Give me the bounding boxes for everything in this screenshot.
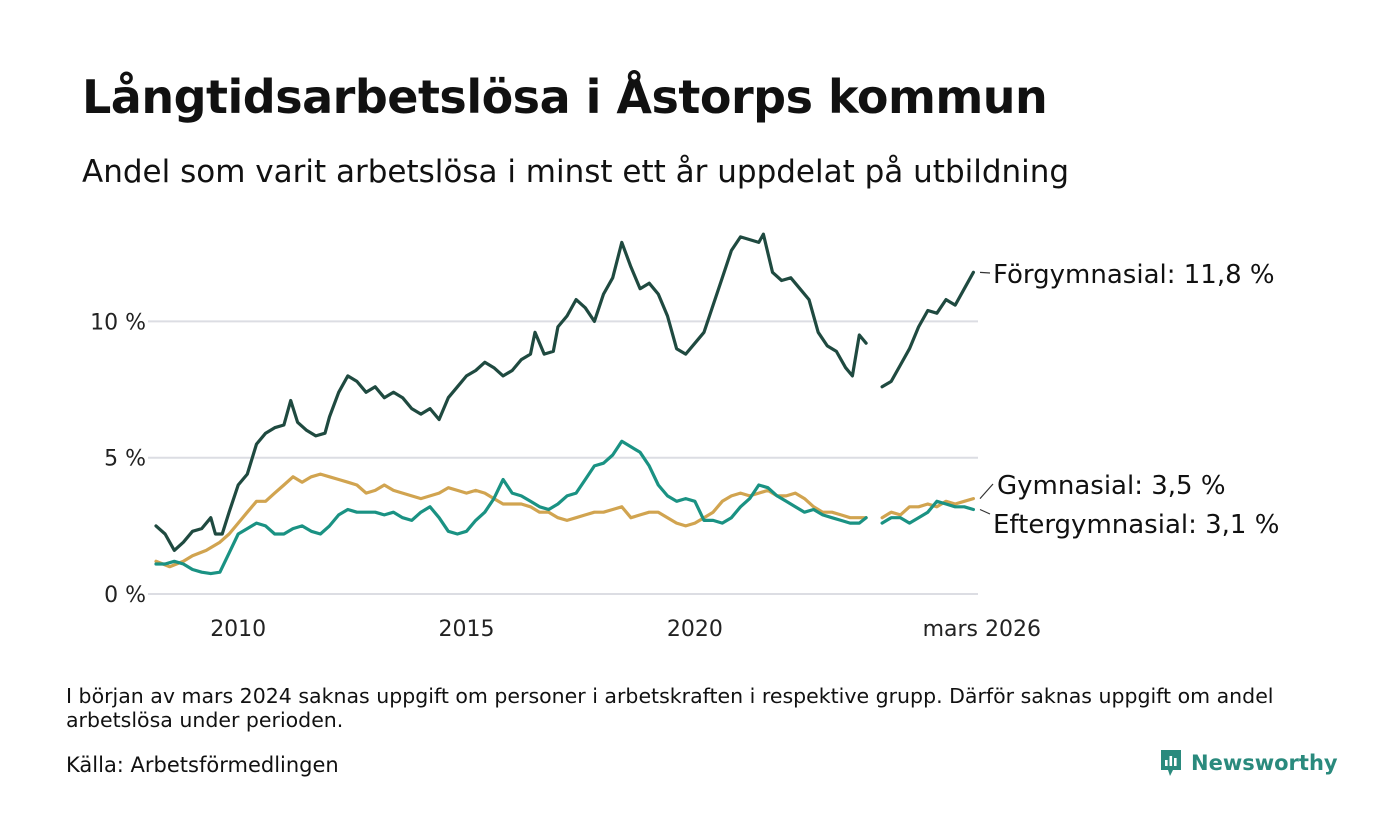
- label-connector: [979, 508, 991, 515]
- line-chart: 0 % 5 % 10 % 2010 2015 2020 mars 2026 Förgymn…: [90, 232, 1279, 642]
- series-line-gymnasial: [154, 472, 975, 569]
- x-tick-label: 2020: [667, 617, 723, 642]
- x-tick-label: mars 2026: [923, 617, 1041, 642]
- series-end-label-eftergymnasial: Eftergymnasial: 3,1 %: [993, 510, 1279, 540]
- y-tick-label: 5 %: [104, 447, 146, 472]
- footnote: I början av mars 2024 saknas uppgift om …: [66, 684, 1274, 732]
- y-tick-label: 10 %: [90, 310, 146, 335]
- x-axis-ticks: 2010 2015 2020 mars 2026: [210, 617, 1041, 642]
- y-axis-ticks: 0 % 5 % 10 %: [90, 310, 146, 608]
- chart-title: Långtidsarbetslösa i Åstorps kommun: [82, 70, 1048, 124]
- x-tick-label: 2010: [210, 617, 266, 642]
- newsworthy-logo[interactable]: Newsworthy: [1159, 748, 1338, 778]
- y-tick-label: 0 %: [104, 583, 146, 608]
- source-text: Källa: Arbetsförmedlingen: [66, 753, 339, 777]
- series-line-förgymnasial: [154, 232, 975, 552]
- label-connector: [979, 271, 991, 274]
- series-end-label-gymnasial: Gymnasial: 3,5 %: [997, 471, 1226, 501]
- series-lines: [154, 232, 975, 576]
- newsworthy-logo-icon: [1161, 750, 1181, 776]
- newsworthy-logo-text: Newsworthy: [1191, 751, 1338, 775]
- label-connector: [979, 483, 994, 499]
- chart-subtitle: Andel som varit arbetslösa i minst ett å…: [82, 154, 1070, 190]
- series-end-labels: Förgymnasial: 11,8 % Gymnasial: 3,5 % Efte…: [979, 260, 1279, 540]
- series-end-label-förgymnasial: Förgymnasial: 11,8 %: [993, 260, 1275, 290]
- x-tick-label: 2015: [439, 617, 495, 642]
- series-line-eftergymnasial: [154, 439, 975, 576]
